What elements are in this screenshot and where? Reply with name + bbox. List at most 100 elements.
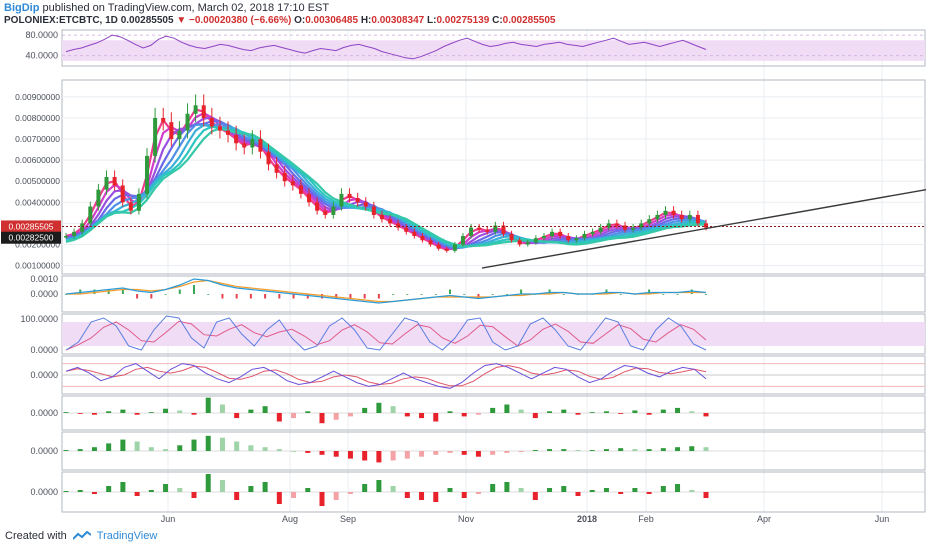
down-arrow-icon: ▼ (176, 15, 187, 26)
candle-body (388, 219, 393, 224)
ema-ribbon-line (65, 127, 706, 247)
macd-histogram-bar (178, 289, 181, 294)
histogram-3-bar (404, 492, 410, 498)
candle-body (250, 139, 255, 148)
candle-body (88, 206, 93, 224)
macd-histogram-bar (93, 289, 96, 294)
histogram-1-bar (461, 413, 467, 417)
histogram-2-bar (362, 451, 368, 461)
symbol-line: POLONIEX:ETCBTC, 1D 0.00285505 ▼ −0.0002… (4, 15, 556, 26)
histogram-2-bar (177, 445, 183, 451)
candle-body (631, 227, 636, 230)
histogram-2-bar (319, 451, 325, 455)
stoch-tick-label: 0.0000 (30, 345, 58, 355)
macd-histogram-bar (193, 285, 195, 294)
candle-body (379, 214, 384, 220)
cci-line (65, 363, 707, 389)
macd-histogram-bar (107, 289, 110, 294)
candle-body (428, 240, 433, 245)
histogram-3-bar (219, 480, 225, 492)
histogram-1-bar (532, 413, 538, 419)
candle-body (136, 193, 141, 211)
high-value: 0.00308347 (371, 15, 425, 26)
candle-body (477, 227, 482, 230)
last-price-label: 0.00285505 (9, 221, 54, 231)
candle-body (323, 210, 328, 215)
histogram-3-bar (134, 492, 140, 496)
histogram-3-bar (191, 492, 197, 498)
histogram-2-bar (219, 437, 225, 451)
candle-body (112, 177, 117, 186)
histogram-1-bar (248, 409, 254, 413)
histogram-1-bar (547, 411, 553, 413)
histogram-2-bar (490, 451, 496, 455)
candle-body (469, 227, 474, 237)
macd-histogram-bar (520, 289, 523, 294)
candle-body (695, 214, 700, 224)
candle-body (371, 206, 376, 215)
candle-body (541, 236, 546, 239)
histogram-1-bar (347, 413, 353, 417)
histogram-3-bar (347, 492, 353, 494)
histogram-2-bar (91, 447, 97, 451)
author-name[interactable]: BigDip (4, 2, 40, 14)
histogram-3-bar (177, 488, 183, 492)
histogram-1-bar (603, 411, 609, 413)
candle-body (331, 206, 336, 215)
histogram-2-bar (347, 451, 353, 459)
histogram-3-bar (589, 490, 595, 492)
macd-histogram-bar (548, 289, 551, 294)
candle-body (282, 172, 287, 182)
histogram-1-bar (262, 406, 268, 413)
macd-histogram-bar (690, 289, 693, 294)
macd-signal-line (66, 279, 706, 303)
candle-body (298, 185, 303, 194)
histogram-3-bar (376, 480, 382, 492)
candle-body (590, 231, 595, 234)
histogram-2-bar (419, 451, 425, 457)
published-text: published on TradingView.com, March 02, … (42, 2, 330, 14)
histogram-3-bar (675, 484, 681, 492)
histogram-1-bar (575, 413, 581, 415)
support-trendline (481, 188, 927, 269)
histogram-3-bar (603, 488, 609, 492)
histogram-1-bar (319, 413, 325, 424)
histogram-3-bar (433, 492, 439, 502)
histogram-2-bar (248, 445, 254, 451)
histogram-1-bar (291, 413, 297, 419)
candle-body (242, 143, 247, 148)
histogram-3-tick-label: 0.0000 (30, 487, 58, 497)
histogram-1-bar (475, 413, 481, 415)
histogram-3-bar (120, 482, 126, 492)
rsi-tick-label: 40.0000 (25, 51, 58, 61)
histogram-3-bar (390, 486, 396, 492)
histogram-1-bar (646, 413, 652, 415)
histogram-3-bar (632, 488, 638, 492)
candle-body (315, 202, 320, 211)
candle-body (639, 223, 644, 228)
histogram-3-bar (163, 484, 169, 492)
histogram-2-bar (262, 447, 268, 451)
tradingview-brand[interactable]: TradingView (96, 530, 158, 542)
candle-body (217, 126, 222, 131)
candle-body (355, 198, 360, 203)
candle-body (517, 240, 522, 245)
histogram-3-bar (91, 492, 97, 494)
histogram-2-bar (404, 451, 410, 459)
histogram-1-bar (77, 413, 83, 414)
footer: Created with TradingView (5, 530, 157, 542)
histogram-1-bar (561, 409, 567, 413)
histogram-2-bar (120, 439, 126, 451)
candle-body (128, 202, 133, 211)
macd-histogram-bar (292, 294, 295, 299)
macd-histogram-bar (605, 289, 608, 294)
histogram-2-bar (660, 448, 666, 451)
price-tick-label: 0.00200000 (15, 239, 60, 249)
histogram-2-bar (589, 450, 595, 451)
histogram-1-bar (91, 413, 97, 415)
histogram-2-bar (646, 449, 652, 451)
candle-body (493, 225, 498, 232)
histogram-1-bar (148, 412, 154, 413)
candle-body (290, 181, 295, 186)
